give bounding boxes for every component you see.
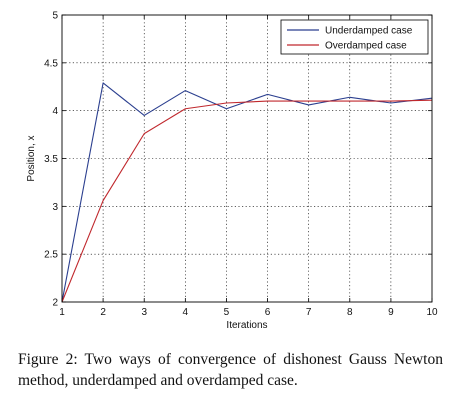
y-tick-label: 3.5	[44, 154, 58, 165]
y-tick-label: 2	[52, 298, 58, 309]
y-tick-label: 4.5	[44, 58, 58, 69]
x-tick-label: 4	[183, 307, 189, 318]
x-tick-label: 8	[347, 307, 353, 318]
legend: Underdamped case Overdamped case	[280, 19, 429, 55]
y-tick-label: 4	[52, 106, 58, 117]
grid-layer	[62, 15, 432, 302]
y-tick-label: 5	[52, 11, 58, 22]
y-tick-label: 2.5	[44, 250, 58, 261]
x-tick-label: 10	[426, 307, 438, 318]
x-tick-label: 7	[306, 307, 312, 318]
x-tick-label: 9	[388, 307, 394, 318]
x-tick-label: 6	[265, 307, 271, 318]
legend-label: Overdamped case	[325, 41, 407, 52]
series-line-underdamped-case	[61, 82, 433, 303]
y-axis-label: Position, x	[26, 135, 37, 181]
series-layer	[61, 82, 433, 303]
x-tick-label: 1	[59, 307, 65, 318]
series-line-overdamped-case	[61, 99, 433, 303]
x-axis-label: Iterations	[226, 320, 267, 331]
x-tick-label: 5	[224, 307, 230, 318]
plot-frame	[61, 14, 433, 303]
legend-box	[280, 19, 429, 55]
figure-caption: Figure 2: Two ways of convergence of dis…	[18, 351, 443, 389]
x-tick-label: 2	[100, 307, 106, 318]
legend-label: Underdamped case	[325, 26, 413, 37]
y-tick-label: 3	[52, 202, 58, 213]
x-tick-label: 3	[141, 307, 147, 318]
